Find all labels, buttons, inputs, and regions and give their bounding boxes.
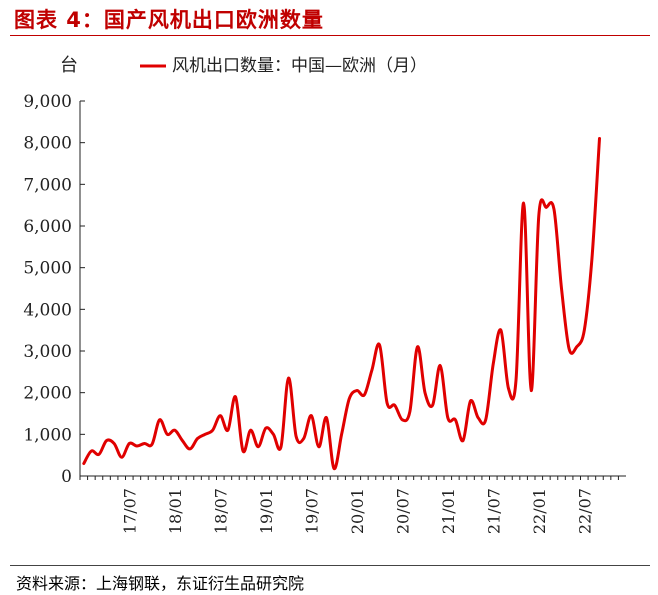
y-tick-label: 9,000 bbox=[23, 92, 72, 112]
y-unit-label: 台 bbox=[60, 55, 78, 76]
plot-area bbox=[82, 137, 601, 471]
y-tick-label: 8,000 bbox=[23, 134, 72, 154]
x-tick-label: 17/07 bbox=[120, 488, 139, 534]
x-tick-label: 19/07 bbox=[302, 488, 321, 534]
footer-rule bbox=[10, 565, 650, 566]
chart: 台 风机出口数量：中国—欧洲（月） 0 1,000 2,000 3,000 4,000 5… bbox=[23, 55, 626, 534]
y-tick-label: 4,000 bbox=[23, 300, 72, 320]
x-tick-label: 22/01 bbox=[530, 488, 549, 534]
y-tick-label: 0 bbox=[61, 467, 72, 487]
x-tick-label: 19/01 bbox=[257, 488, 276, 534]
y-tick-label: 5,000 bbox=[23, 259, 72, 279]
y-tick-label: 3,000 bbox=[23, 342, 72, 362]
axes: 0 1,000 2,000 3,000 4,000 5,000 6,000 7,000 8,00… bbox=[23, 92, 626, 534]
x-tick-label: 22/07 bbox=[575, 488, 594, 534]
x-tick-label: 20/07 bbox=[393, 488, 412, 534]
x-tick-label: 21/01 bbox=[439, 488, 458, 534]
legend-label: 风机出口数量：中国—欧洲（月） bbox=[172, 56, 427, 76]
x-tick-label: 20/01 bbox=[348, 488, 367, 534]
series-line bbox=[82, 137, 601, 471]
source-note: 资料来源：上海钢联，东证衍生品研究院 bbox=[16, 574, 305, 593]
title-rule bbox=[10, 35, 650, 36]
y-tick-label: 2,000 bbox=[23, 384, 72, 404]
y-tick-label: 1,000 bbox=[23, 425, 72, 445]
y-tick-label: 7,000 bbox=[23, 175, 72, 195]
figure-title: 图表 4：国产风机出口欧洲数量 bbox=[14, 8, 324, 32]
x-tick-label: 18/01 bbox=[166, 488, 185, 534]
y-tick-label: 6,000 bbox=[23, 217, 72, 237]
x-tick-label: 21/07 bbox=[484, 488, 503, 534]
x-tick-label: 18/07 bbox=[211, 488, 230, 534]
